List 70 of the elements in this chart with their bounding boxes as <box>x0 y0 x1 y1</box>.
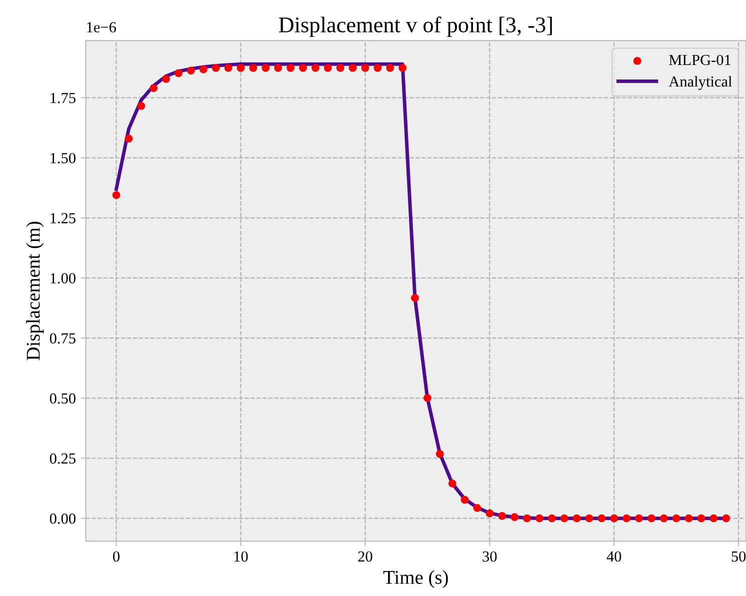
point <box>212 64 220 72</box>
point <box>174 69 182 78</box>
point <box>523 514 531 522</box>
chart-title: Displacement v of point [3, -3] <box>278 16 552 37</box>
point <box>348 64 357 72</box>
point <box>249 64 258 72</box>
point <box>150 84 158 92</box>
point <box>398 64 406 72</box>
point <box>274 64 282 72</box>
point <box>286 64 294 72</box>
point <box>684 514 693 522</box>
x-tick-label: 40 <box>606 551 622 562</box>
point <box>361 64 370 72</box>
x-tick-label: 20 <box>358 551 372 562</box>
point <box>386 64 394 72</box>
y-tick-label: 1.00 <box>50 273 76 284</box>
x-tick-label: 50 <box>732 551 746 562</box>
point <box>498 512 506 520</box>
point <box>635 514 643 522</box>
point <box>436 450 444 458</box>
point <box>560 514 568 522</box>
x-tick-label: 0 <box>113 551 120 562</box>
point <box>262 64 270 72</box>
point <box>697 514 706 522</box>
point <box>423 394 432 402</box>
point <box>473 504 482 512</box>
point <box>199 65 208 74</box>
point <box>535 514 544 522</box>
point <box>572 514 581 522</box>
point <box>722 514 730 522</box>
point <box>124 134 133 143</box>
y-tick-label: 0.50 <box>50 393 76 404</box>
y-tick-label: 0.25 <box>50 453 76 464</box>
point <box>647 514 656 522</box>
x-tick-label: 30 <box>482 551 497 562</box>
point <box>460 496 469 504</box>
point <box>411 294 419 302</box>
point <box>137 102 146 110</box>
point <box>374 64 382 72</box>
point <box>299 64 307 72</box>
point <box>610 514 618 522</box>
point <box>622 514 630 522</box>
y-tick-label: 0.00 <box>50 513 76 524</box>
point <box>710 514 718 522</box>
x-axis-title: Time (s) <box>383 570 448 588</box>
point <box>672 514 680 522</box>
y-tick-label: 1.50 <box>50 152 76 164</box>
text: 1e−6 <box>87 22 116 32</box>
point <box>112 191 120 200</box>
legend-label: Analytical <box>668 76 732 90</box>
point <box>236 64 245 72</box>
y-tick-label: 0.75 <box>50 333 76 344</box>
point <box>598 514 606 522</box>
y-tick-label: 1.75 <box>50 92 76 104</box>
y-tick-label: 1.25 <box>50 213 76 224</box>
point <box>336 64 344 72</box>
point <box>585 514 594 522</box>
point <box>187 66 195 75</box>
point <box>311 64 320 72</box>
point <box>486 509 494 518</box>
point <box>548 514 556 522</box>
legend-label: MLPG-01 <box>669 54 731 66</box>
point <box>224 64 232 72</box>
point <box>448 480 456 488</box>
point <box>324 64 332 72</box>
y-axis-title: Displacement (m) <box>26 222 44 360</box>
point <box>510 513 518 522</box>
point <box>660 514 668 522</box>
point <box>162 75 170 83</box>
x-tick-label: 10 <box>234 551 248 562</box>
